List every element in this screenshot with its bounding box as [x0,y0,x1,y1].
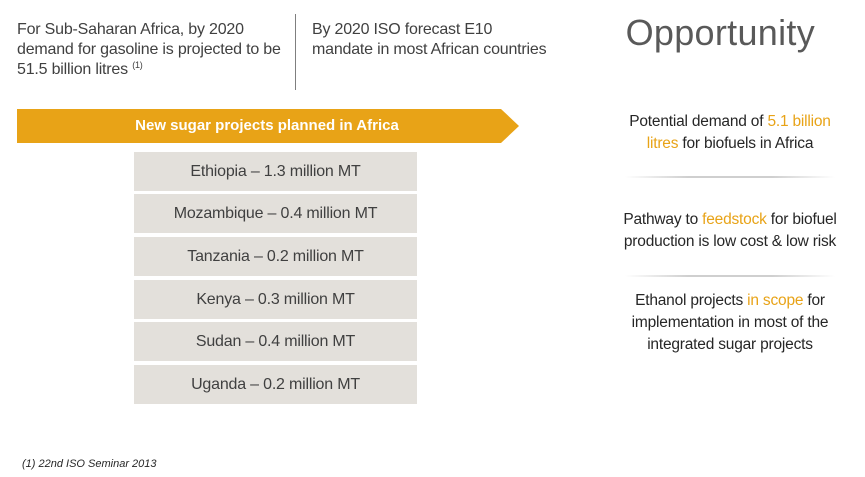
project-item: Sudan – 0.4 million MT [134,322,417,361]
opportunity-text: for implementation in most of the integr… [631,292,829,353]
opportunity-separator [625,275,835,277]
opportunity-text: Pathway to [623,211,703,228]
project-item: Ethiopia – 1.3 million MT [134,152,417,191]
intro-e10-mandate: By 2020 ISO forecast E10 mandate in most… [312,21,547,58]
opportunity-demand: Potential demand of 5.1 billion litres f… [615,111,845,155]
intro-divider [295,14,296,90]
opportunity-ethanol: Ethanol projects in scope for implementa… [620,290,840,356]
project-item: Tanzania – 0.2 million MT [134,237,417,276]
opportunity-text: for biofuels in Africa [678,135,814,152]
opportunity-highlight: in scope [747,292,804,309]
page-title: Opportunity [625,12,815,53]
opportunity-text: Ethanol projects [635,292,748,309]
opportunity-highlight: feedstock [702,211,767,228]
intro-gasoline-text: For Sub-Saharan Africa, by 2020 demand f… [17,21,281,78]
opportunity-separator [625,176,835,178]
project-item: Kenya – 0.3 million MT [134,280,417,319]
opportunity-text: for biofuel production is low cost & low… [623,211,837,250]
project-item: Uganda – 0.2 million MT [134,365,417,404]
opportunity-highlight: 5.1 billion litres [646,113,831,152]
projects-banner: New sugar projects planned in Africa [17,109,519,143]
banner-arrow-shape [17,109,519,143]
banner-label: New sugar projects planned in Africa [135,117,399,134]
opportunity-text: Potential demand of [629,113,768,130]
intro-gasoline-demand: For Sub-Saharan Africa, by 2020 demand f… [17,20,293,80]
footnote: (1) 22nd ISO Seminar 2013 [22,458,157,470]
opportunity-feedstock: Pathway to feedstock for biofuel product… [615,209,845,253]
footnote-reference: (1) [132,60,143,70]
project-item: Mozambique – 0.4 million MT [134,194,417,233]
